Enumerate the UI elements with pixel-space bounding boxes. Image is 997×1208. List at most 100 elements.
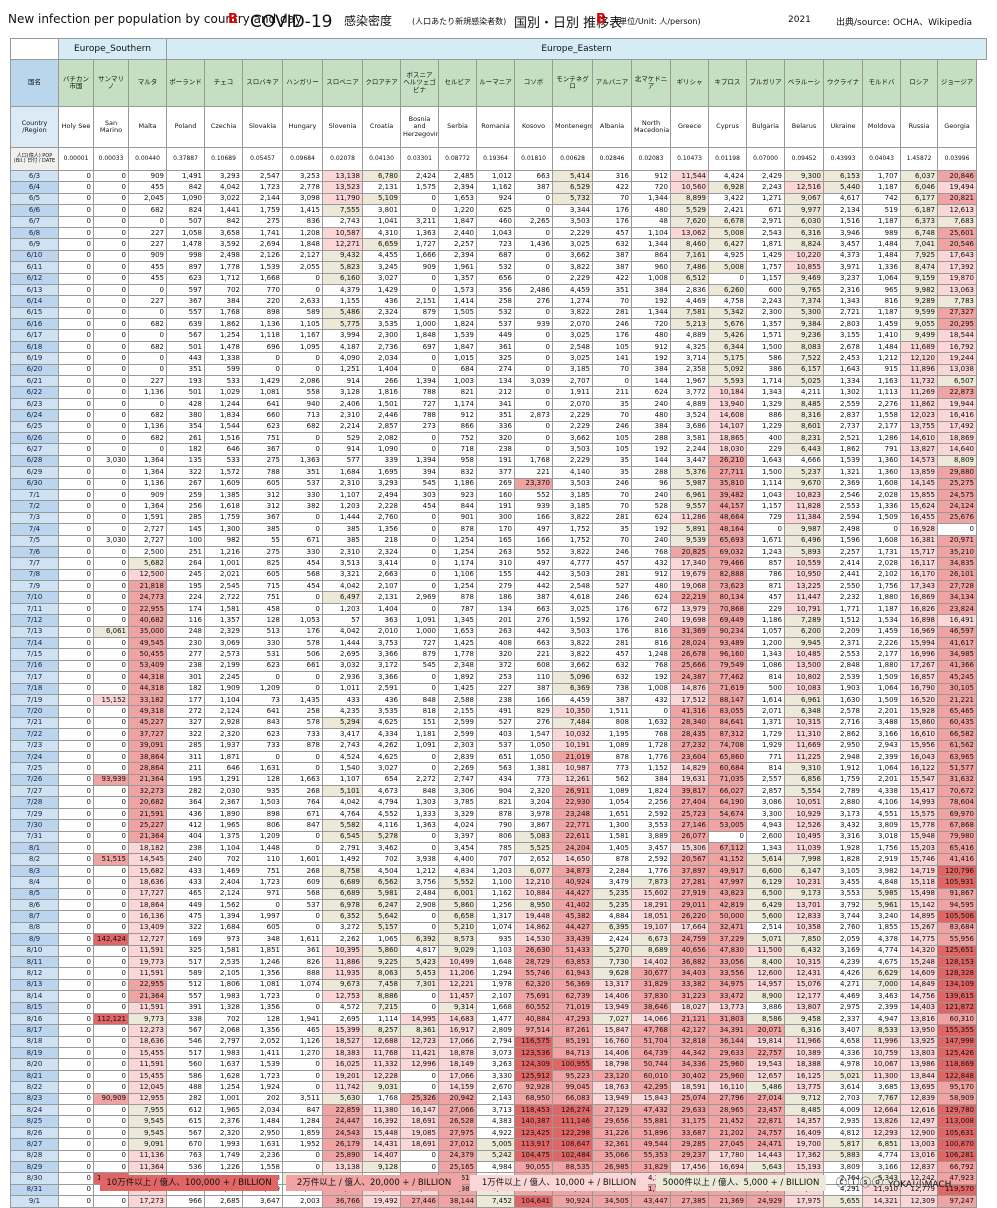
table-row: 8/24 0 0 7,955 612 1,965 2,034 847 22,859 11,380 1… [10,1104,987,1117]
value-cell: 5,552 [438,876,478,889]
table-row: 6/7 0 0 0 507 842 275 836 2,743 1,041 3,211 1,847 46… [10,215,987,228]
value-cell: 1,186 [438,477,478,490]
value-cell: 0 [93,238,129,251]
value-cell: 8,533 [862,1024,902,1037]
value-cell: 3,211 [400,215,440,228]
value-cell: 385 [242,523,284,536]
value-cell: 14,610 [900,431,939,445]
value-cell: 11,136 [127,1149,168,1163]
value-cell: 1,847 [438,340,478,354]
value-cell: 2,257 [823,545,864,559]
date-cell: 6/9 [10,238,59,251]
value-cell: 169 [166,933,206,946]
value-cell: 1,892 [438,671,478,684]
value-cell: 1,666 [400,249,440,263]
value-cell: 0 [514,226,554,240]
value-cell: 26,179 [322,1138,364,1151]
value-cell: 6,160 [322,272,364,285]
value-cell: 19,631 [670,773,710,787]
value-cell: 1,484 [862,249,902,263]
value-cell: 9,987 [784,523,825,536]
value-cell: 727 [400,636,440,650]
country-pop-header: 0.00440 [127,147,168,171]
table-row: 7/29 0 0 21,591 436 1,890 898 671 4,764 4,552 1,33… [10,807,987,821]
value-cell: 17,392 [937,261,978,274]
value-cell: 128 [242,614,284,627]
value-cell: 95,170 [937,1081,978,1094]
value-cell: 1,752 [552,523,594,536]
value-cell: 1,871 [746,238,786,251]
value-cell: 9,031 [362,1081,402,1094]
value-cell: 0 [93,967,129,980]
value-cell: 562 [592,773,633,787]
value-cell: 3,503 [552,568,594,582]
value-cell: 18,798 [592,1058,633,1071]
value-cell: 1,668 [242,272,284,285]
value-cell: 64,739 [631,1047,672,1060]
value-cell: 2,797 [204,1035,244,1049]
value-cell: 4,834 [438,864,478,878]
date-cell: 6/24 [10,409,59,422]
value-cell: 0 [93,306,129,320]
value-cell: 1,572 [204,466,244,479]
value-cell: 165 [476,534,516,547]
value-cell: 0 [282,591,324,604]
table-row: 8/6 0 0 18,864 449 1,562 0 537 6,978 6,247 2,908 5,… [10,898,987,912]
value-cell: 0 [282,602,324,616]
value-cell: 0 [127,352,168,365]
value-cell: 2,848 [823,659,864,673]
value-cell: 2,358 [670,363,710,377]
value-cell: 327 [166,716,206,730]
value-cell: 275 [242,215,284,228]
value-cell: 2,727 [127,523,168,536]
value-cell: 742 [862,192,902,206]
value-cell: 3,511 [282,1092,324,1106]
value-cell: 3,086 [746,796,786,809]
value-cell: 513 [242,625,284,639]
value-cell: 29,880 [937,466,978,479]
value-cell: 5,630 [322,1092,364,1106]
value-cell: 1,429 [242,375,284,388]
value-cell: 19,679 [670,568,710,582]
value-cell: 702 [204,283,244,297]
table-row: 7/27 0 0 32,273 282 2,030 935 268 5,101 4,673 848 3… [10,785,987,798]
value-cell: 13,695 [900,1081,939,1094]
value-cell: 47,293 [552,1012,594,1026]
value-cell: 12,833 [784,910,825,923]
value-cell: 1,321 [823,466,864,479]
date-cell: 8/28 [10,1149,59,1163]
value-cell: 2,320 [204,1126,244,1140]
value-cell: 9,159 [900,272,939,285]
value-cell: 6,352 [322,910,364,923]
value-cell: 1,251 [322,363,364,377]
value-cell: 21,202 [708,1126,748,1140]
value-cell: 57 [322,614,364,627]
value-cell: 646 [204,443,244,456]
value-cell: 2,695 [322,648,364,661]
value-cell: 1,008 [631,682,672,695]
value-cell: 1,136 [127,477,168,490]
value-cell: 1,186 [746,614,786,627]
value-cell: 3,488 [862,716,902,730]
value-cell: 3,245 [362,261,402,274]
table-row: 6/19 0 0 0 443 1,338 0 0 4,090 2,034 0 1,015 325 0 3,0… [10,352,987,365]
value-cell: 0 [127,283,168,297]
value-cell: 545 [400,477,440,490]
value-cell: 871 [746,580,786,593]
value-cell: 0 [127,443,168,456]
value-cell: 60,684 [708,762,748,775]
value-cell: 2,226 [862,636,902,650]
value-cell: 14,403 [900,1001,939,1014]
value-cell: 0 [58,1115,94,1128]
value-cell: 64,190 [708,796,748,809]
value-cell: 1,961 [438,261,478,274]
value-cell: 4,373 [823,249,864,263]
country-jp-label: 国名 [10,59,59,107]
value-cell: 4,424 [708,169,748,183]
value-cell: 36,882 [670,955,710,969]
value-cell: 1,065 [362,933,402,946]
value-cell: 4,943 [746,819,786,832]
value-cell: 1,871 [204,750,244,764]
date-cell: 8/4 [10,876,59,889]
value-cell: 1,203 [322,500,364,513]
